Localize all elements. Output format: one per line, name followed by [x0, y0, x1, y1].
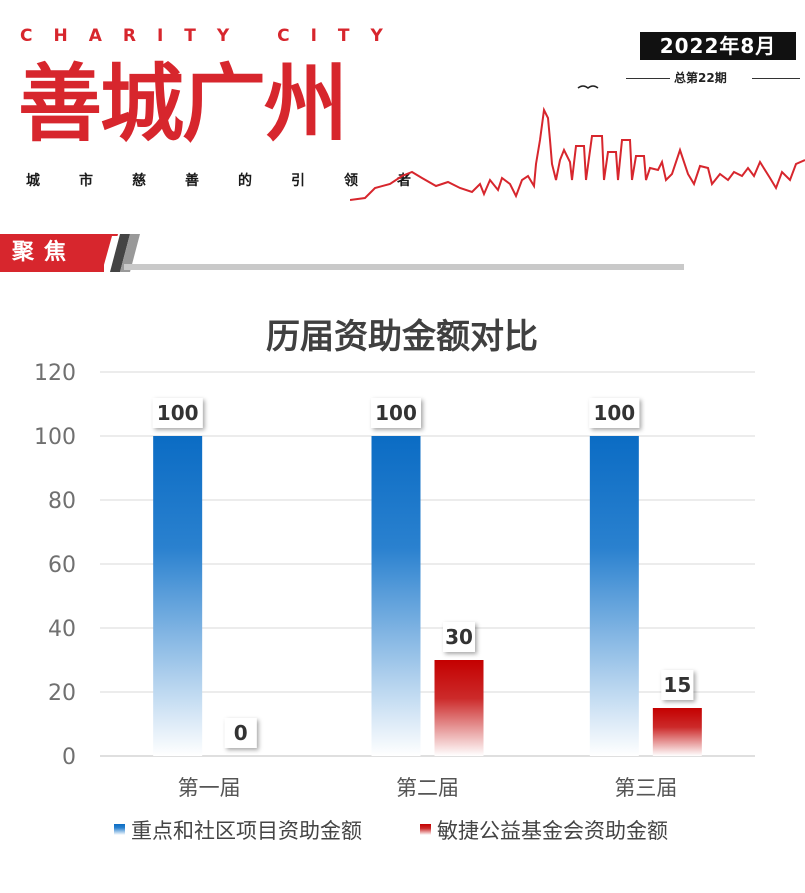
x-tick-label: 第三届	[614, 776, 677, 800]
data-label: 100	[157, 401, 199, 425]
issue-number: 总第22期	[674, 71, 727, 85]
data-label-box	[152, 398, 203, 428]
data-label-box	[589, 398, 640, 428]
divider	[626, 78, 670, 79]
section-divider	[104, 234, 684, 272]
divider	[752, 78, 800, 79]
y-tick-label: 80	[48, 489, 76, 514]
birds-icon	[577, 85, 599, 89]
data-label: 15	[663, 673, 691, 697]
y-tick-label: 120	[34, 361, 76, 386]
bar	[434, 660, 484, 756]
bar	[371, 436, 421, 756]
legend-label: 重点和社区项目资助金额	[131, 819, 362, 843]
data-label: 0	[234, 721, 248, 745]
data-label-box	[661, 670, 694, 700]
tagline-char: 引	[291, 173, 305, 189]
y-tick-label: 0	[62, 745, 76, 770]
issue-number-line: 总第22期	[626, 68, 800, 88]
legend-swatch	[114, 824, 125, 835]
y-tick-label: 100	[34, 425, 76, 450]
section-tag: 聚焦	[0, 234, 104, 272]
bar	[153, 436, 203, 756]
data-label-box	[371, 398, 421, 428]
data-label: 100	[375, 401, 417, 425]
tagline-char: 善	[185, 173, 199, 189]
legend-label: 敏捷公益基金会资助金额	[437, 819, 668, 843]
bar	[589, 436, 639, 756]
x-tick-label: 第二届	[396, 776, 459, 800]
chinese-title: 善城广州	[18, 55, 348, 153]
y-tick-label: 60	[48, 553, 76, 578]
x-tick-label: 第一届	[178, 776, 241, 800]
issue-date-badge: 2022年8月	[640, 32, 796, 60]
data-label-box	[224, 718, 257, 748]
bar-chart: 历届资助金额对比 0 20 40 60 80 100 120 100 0 第一届 100 30 第二届…	[34, 317, 755, 843]
tagline-char: 的	[238, 173, 252, 189]
data-label: 100	[593, 401, 635, 425]
tagline: 城市慈善的引领者	[26, 170, 450, 190]
data-label: 30	[445, 625, 473, 649]
tagline-char: 城	[26, 173, 40, 189]
y-tick-label: 40	[48, 617, 76, 642]
tagline-char: 市	[79, 173, 93, 189]
data-label-box	[443, 622, 475, 652]
y-tick-label: 20	[48, 681, 76, 706]
tagline-char: 慈	[132, 173, 146, 189]
tagline-char: 领	[344, 173, 358, 189]
city-skyline-illustration	[350, 85, 805, 201]
chart-title: 历届资助金额对比	[266, 317, 538, 357]
bar	[652, 708, 702, 756]
english-title: CHARITY CITY	[20, 26, 404, 46]
legend-swatch	[420, 824, 431, 835]
